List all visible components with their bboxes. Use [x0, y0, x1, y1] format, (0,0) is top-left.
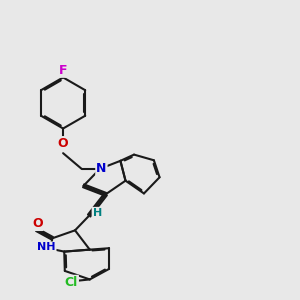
Text: N: N [96, 162, 106, 175]
Text: F: F [59, 64, 68, 77]
Text: H: H [92, 208, 102, 218]
Text: O: O [32, 217, 43, 230]
Text: Cl: Cl [65, 276, 78, 289]
Text: NH: NH [37, 242, 56, 252]
Text: O: O [58, 137, 68, 150]
